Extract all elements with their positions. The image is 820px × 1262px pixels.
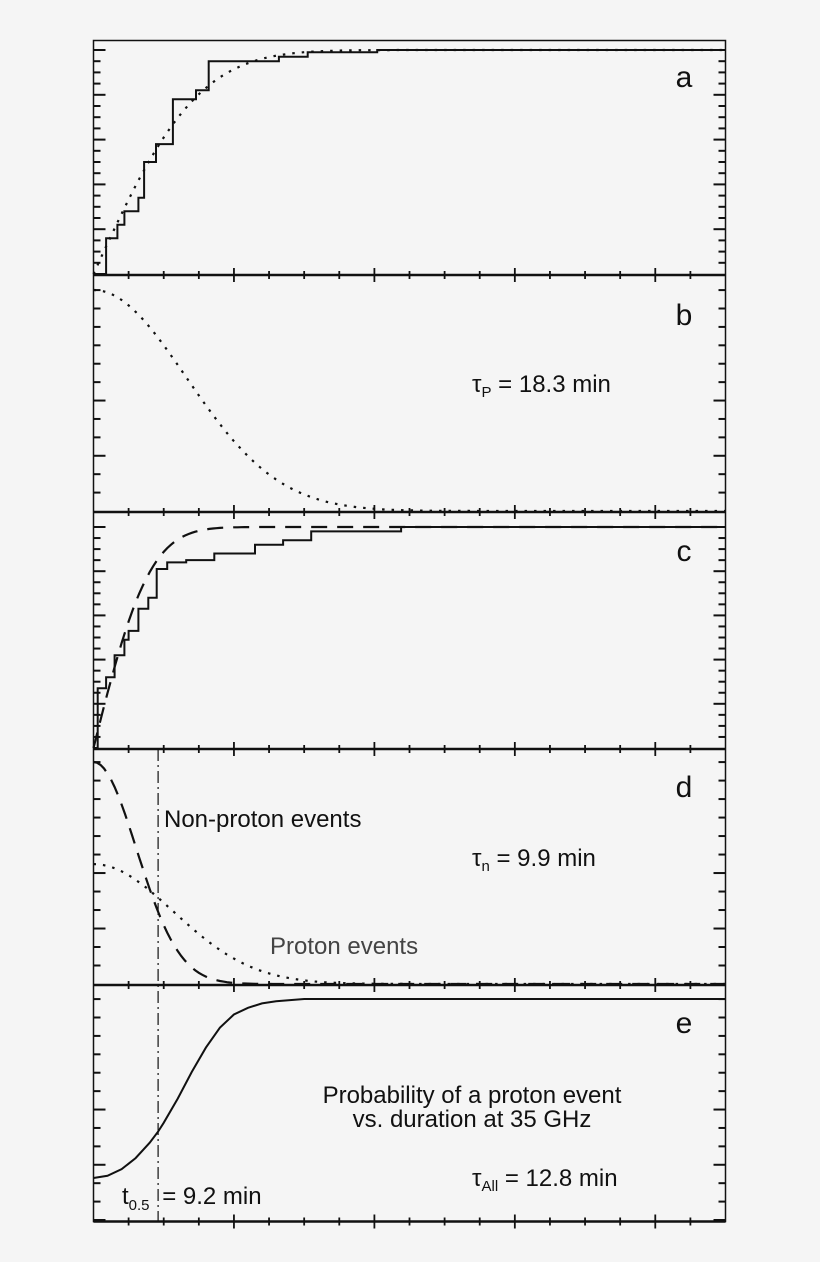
annotation-tau-all: τAll = 12.8 min [472,1165,618,1195]
panel-b [93,288,726,519]
label-non-proton-events: Non-proton events [164,806,361,833]
figure-frame [92,39,727,1223]
panel-c [92,525,726,756]
panel-label-d: d [676,771,693,804]
panel-label-e: e [676,1007,693,1040]
series-non-proton-events-cumulative-empirical- [93,526,726,749]
panel-label-a: a [676,61,693,94]
panel-a [92,48,726,282]
series-proton-events-cumulative-empirical- [93,49,726,275]
label-proton-events: Proton events [270,933,418,960]
panel-e-title-line1: Probability of a proton event [323,1082,622,1109]
annotation-t05: t0.5 = 9.2 min [122,1183,262,1214]
panel-e-title-line2: vs. duration at 35 GHz [353,1106,592,1133]
series-proton-events-survival-fit [93,288,726,513]
panel-label-c: c [677,535,692,568]
series-proton-events-cumulative-fit [92,48,726,275]
series-probability-of-a-proton-event [93,998,726,1179]
panel-label-b: b [676,299,693,332]
series-proton-events [93,863,726,986]
panel-d [93,760,726,992]
annotation-tau-n: τn = 9.9 min [472,845,596,875]
annotation-tau-p: τP = 18.3 min [472,371,611,401]
